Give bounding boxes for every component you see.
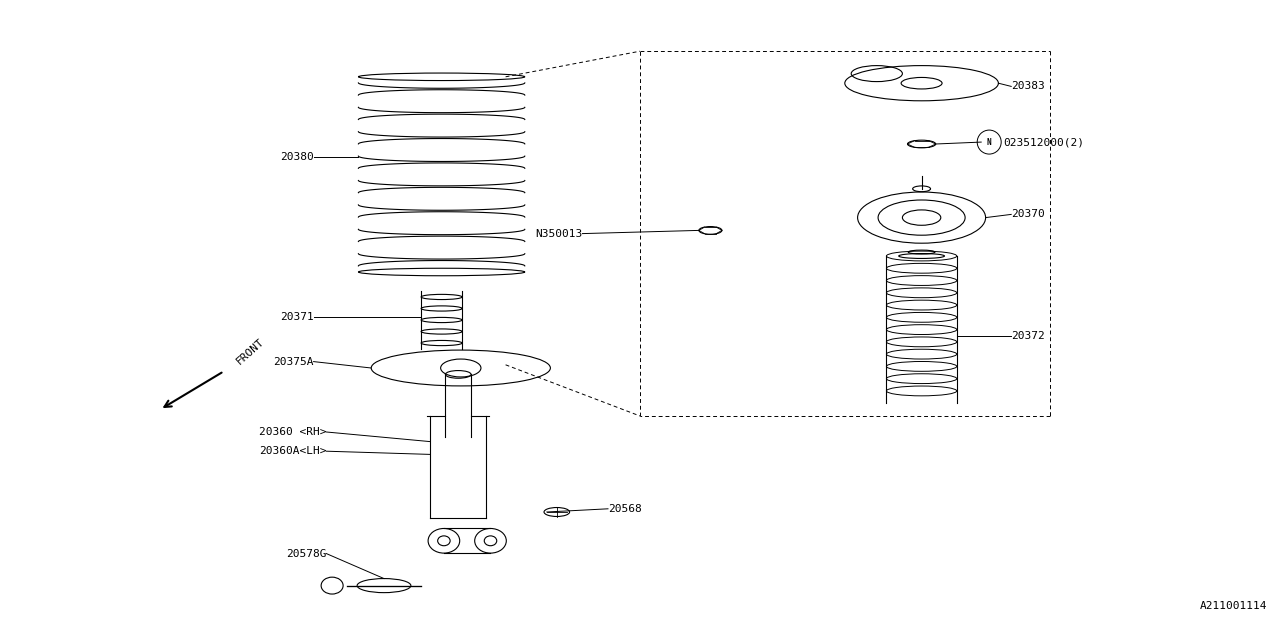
Text: FRONT: FRONT (234, 336, 266, 366)
Text: N350013: N350013 (535, 228, 582, 239)
Text: 20375A: 20375A (273, 356, 314, 367)
Text: 023512000(2): 023512000(2) (1004, 137, 1084, 147)
Text: A211001114: A211001114 (1199, 601, 1267, 611)
Text: 20360 <RH>: 20360 <RH> (259, 427, 326, 437)
Text: 20383: 20383 (1011, 81, 1044, 92)
Text: 20568: 20568 (608, 504, 641, 514)
Text: 20578G: 20578G (285, 548, 326, 559)
Text: 20371: 20371 (280, 312, 314, 322)
Text: 20380: 20380 (280, 152, 314, 162)
Text: N: N (987, 138, 992, 147)
Text: 20370: 20370 (1011, 209, 1044, 220)
Text: 20360A<LH>: 20360A<LH> (259, 446, 326, 456)
Text: 20372: 20372 (1011, 331, 1044, 341)
